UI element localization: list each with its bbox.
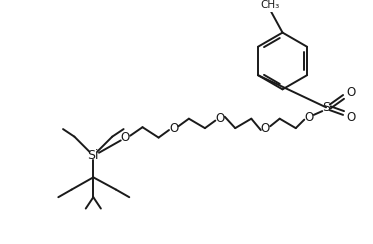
- Text: O: O: [169, 122, 178, 135]
- Text: O: O: [261, 122, 270, 135]
- Text: Si: Si: [88, 149, 99, 162]
- Text: O: O: [216, 112, 225, 125]
- Text: O: O: [346, 86, 355, 99]
- Text: O: O: [346, 111, 355, 124]
- Text: O: O: [304, 111, 314, 124]
- Text: S: S: [322, 101, 330, 114]
- Text: O: O: [121, 131, 130, 144]
- Text: CH₃: CH₃: [261, 0, 280, 10]
